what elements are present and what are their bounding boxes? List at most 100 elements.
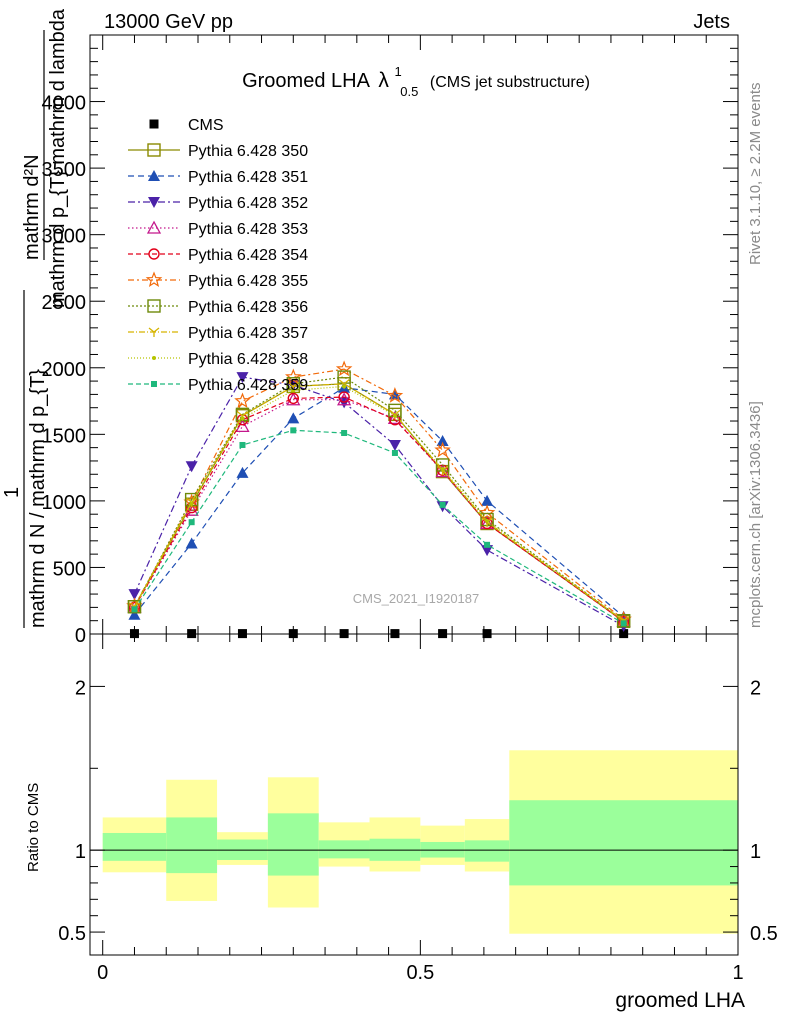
series-2	[128, 381, 630, 622]
legend-marker-8-shape	[148, 327, 160, 337]
series-line-4	[133, 399, 624, 622]
legend-label-4: Pythia 6.428 353	[188, 221, 308, 238]
legend-marker-4	[146, 220, 162, 234]
legend-marker-0-shape	[149, 119, 159, 129]
series-line-5	[133, 396, 624, 622]
data-point-3-5-shape	[388, 439, 401, 451]
legend-label-3: Pythia 6.428 352	[188, 195, 308, 212]
legend-marker-2-shape	[148, 170, 160, 181]
data-point-7-8-shape	[616, 613, 631, 628]
legend-marker-8	[148, 327, 160, 337]
process-label: Jets	[693, 11, 730, 33]
legend-marker-5-shape	[148, 248, 160, 260]
series-line-3	[133, 376, 624, 627]
data-point-9-3	[291, 388, 296, 393]
data-point-9-5-shape	[392, 413, 397, 418]
data-point-2-7-shape	[481, 494, 494, 506]
main-y-tick-label: 0	[75, 625, 86, 647]
data-point-2-1-shape	[185, 537, 198, 549]
legend-label-8: Pythia 6.428 357	[188, 325, 308, 342]
legend-label-9: Pythia 6.428 358	[188, 351, 308, 368]
data-point-2-1	[185, 537, 198, 549]
series-10	[131, 427, 627, 627]
main-y-tick-label: 500	[53, 558, 86, 580]
chart-title-symbol: λ	[378, 69, 389, 92]
series-8	[129, 379, 630, 626]
chart-title-sub: 0.5	[400, 84, 418, 99]
legend-entry-2: Pythia 6.428 351	[128, 169, 308, 186]
y-label-norm-numerator: 1	[1, 487, 23, 498]
legend-marker-1	[147, 143, 161, 157]
data-point-6-7-shape	[478, 504, 496, 520]
legend-marker-1-shape	[147, 143, 161, 157]
data-point-4-5-shape	[387, 411, 403, 425]
data-point-7-0	[127, 600, 142, 614]
x-tick-label: 0	[97, 962, 108, 984]
series-1	[127, 377, 631, 629]
legend-marker-6	[145, 271, 163, 288]
series-line-8	[133, 383, 624, 622]
legend-marker-10	[151, 381, 157, 387]
legend-label-10: Pythia 6.428 359	[188, 377, 308, 394]
data-point-2-2	[236, 466, 249, 478]
data-point-3-7	[481, 545, 494, 557]
data-point-6-6-shape	[434, 441, 451, 458]
data-point-4-4-shape	[337, 392, 352, 406]
data-point-10-0	[131, 606, 138, 613]
data-point-3-0	[128, 589, 141, 601]
ratio-y-tick-label-left: 1	[75, 841, 86, 863]
legend-entry-3: Pythia 6.428 352	[128, 195, 308, 212]
data-point-4-5	[387, 411, 403, 425]
data-point-2-0	[128, 608, 141, 620]
main-y-tick-label: 1000	[42, 492, 87, 514]
series-line-6	[133, 368, 624, 620]
legend-label-0: CMS	[188, 117, 224, 134]
stat-band-3	[267, 813, 319, 876]
legend-entry-9: Pythia 6.428 358	[128, 351, 308, 368]
data-point-9-4	[342, 384, 347, 389]
data-point-3-1	[185, 461, 198, 473]
data-point-6-3-shape	[284, 368, 302, 385]
main-panel-ticks: 0 500 1000 1500 2000 2500 3000 3500 4000	[42, 35, 739, 647]
data-point-4-4	[337, 392, 352, 406]
legend-label-7: Pythia 6.428 356	[188, 299, 308, 316]
data-point-10-2-shape	[239, 441, 246, 448]
legend-label-6: Pythia 6.428 355	[188, 273, 308, 290]
ratio-panel-frame	[89, 633, 739, 956]
data-point-10-4-shape	[341, 430, 348, 437]
data-point-3-0-shape	[128, 589, 141, 601]
mcplots-label: mcplots.cern.ch [arXiv:1306.3436]	[747, 401, 764, 628]
data-point-9-3-shape	[291, 388, 296, 393]
legend: CMS Pythia 6.428 350 Pythia 6.428 351 Pythi…	[128, 117, 308, 394]
data-point-2-6	[436, 434, 449, 446]
ratio-uncertainty-bands	[90, 750, 738, 934]
data-point-10-1	[188, 519, 195, 526]
main-y-tick-label: 3000	[42, 226, 87, 248]
data-point-2-6-shape	[436, 434, 449, 446]
data-point-10-7-shape	[484, 541, 491, 548]
data-point-10-6-shape	[439, 501, 446, 508]
ratio-y-tick-label-left: 2	[75, 677, 86, 699]
data-point-10-2	[239, 441, 246, 448]
y-label-denominator: mathrm d p_{T} mathrm d lambda	[47, 8, 69, 308]
stat-band-0	[102, 832, 167, 861]
data-point-9-7-shape	[485, 518, 490, 523]
data-point-2-2-shape	[236, 466, 249, 478]
data-point-6-5	[386, 387, 404, 403]
data-point-9-6-shape	[440, 466, 445, 471]
legend-marker-3-shape	[148, 197, 160, 208]
legend-marker-10-shape	[151, 381, 157, 387]
y-axis-label: mathrm d²N mathrm d p_{T} mathrm d lambd…	[1, 8, 69, 628]
data-point-6-6	[434, 441, 451, 458]
chart-subtitle: (CMS jet substructure)	[430, 74, 590, 91]
data-point-3-1-shape	[185, 461, 198, 473]
main-y-tick-label: 4000	[42, 93, 87, 115]
data-point-9-6	[440, 466, 445, 471]
legend-label-1: Pythia 6.428 350	[188, 143, 308, 160]
legend-marker-5	[148, 248, 160, 260]
data-point-10-5-shape	[391, 449, 398, 456]
data-point-6-4-shape	[335, 360, 353, 377]
legend-entry-4: Pythia 6.428 353	[128, 220, 308, 238]
data-point-6-7	[478, 504, 496, 520]
